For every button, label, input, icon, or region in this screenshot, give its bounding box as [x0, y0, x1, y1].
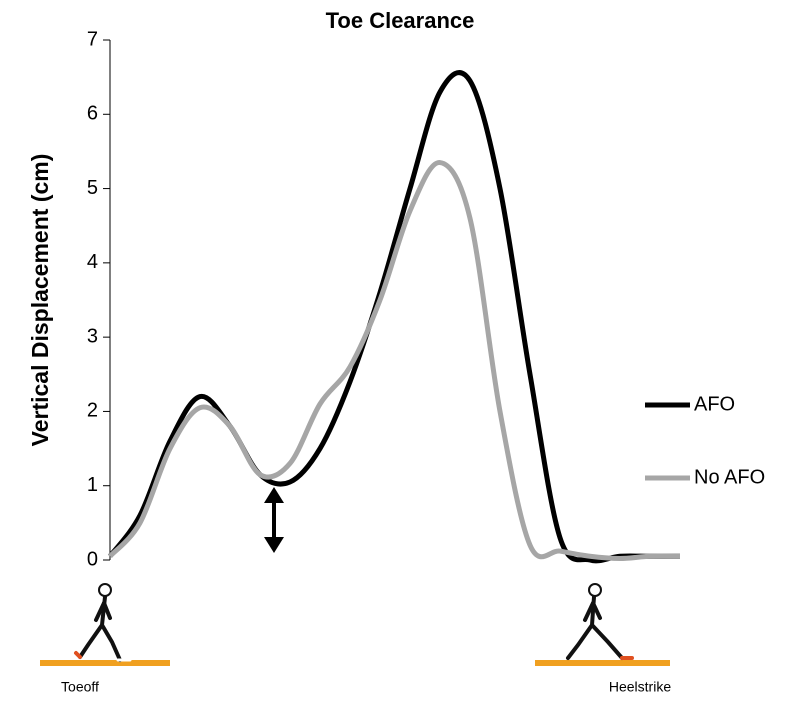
series-line: [107, 70, 680, 564]
y-tick-label: 3: [87, 325, 98, 347]
y-tick-label: 4: [87, 251, 98, 273]
heelstrike-figure: [535, 583, 670, 666]
legend-label: AFO: [694, 393, 735, 415]
clearance-arrow: [264, 487, 284, 553]
annotation: Toeoff: [61, 679, 99, 695]
annotation: Heelstrike: [609, 679, 671, 695]
chart-title: Toe Clearance: [326, 8, 475, 33]
y-axis-label: Vertical Displacement (cm): [27, 154, 53, 447]
y-tick-label: 2: [87, 400, 98, 422]
toeoff-figure: [40, 583, 170, 666]
y-tick-label: 7: [87, 28, 98, 50]
y-tick-label: 5: [87, 177, 98, 199]
y-tick-label: 1: [87, 474, 98, 496]
legend-label: No AFO: [694, 466, 765, 488]
y-tick-label: 6: [87, 103, 98, 125]
series-line: [108, 160, 681, 562]
y-tick-label: 0: [87, 548, 98, 570]
